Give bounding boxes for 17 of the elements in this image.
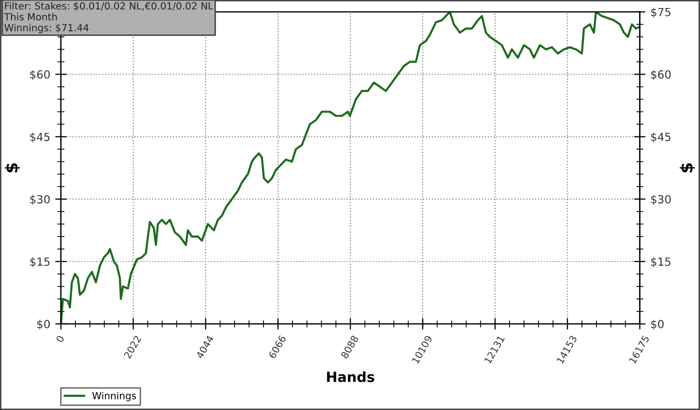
y2-tick-label: $0: [651, 320, 664, 330]
legend-label: Winnings: [92, 392, 136, 402]
y2-tick-label: $15: [651, 257, 670, 268]
x-axis-title: Hands: [327, 371, 374, 382]
y-tick-label: $45: [30, 132, 50, 143]
y-tick-label: $30: [30, 194, 50, 205]
y2-tick-label: $75: [651, 8, 670, 18]
annotation: Filter: Stakes: $0.01/0.02 NL,€0.01/0.02 NL This Month Winnings: $71.44: [4, 2, 214, 34]
y2-tick-label: $30: [651, 194, 671, 205]
y-tick-label: $0: [37, 320, 50, 330]
x-tick-label: 0: [56, 334, 65, 343]
y2-axis-title: $: [680, 163, 695, 172]
y-tick-label: $15: [30, 257, 50, 268]
y-axis-title: $: [4, 163, 20, 172]
y2-tick-label: $60: [651, 70, 671, 80]
y-tick-label: $60: [30, 70, 50, 80]
y2-tick-label: $45: [651, 132, 670, 143]
